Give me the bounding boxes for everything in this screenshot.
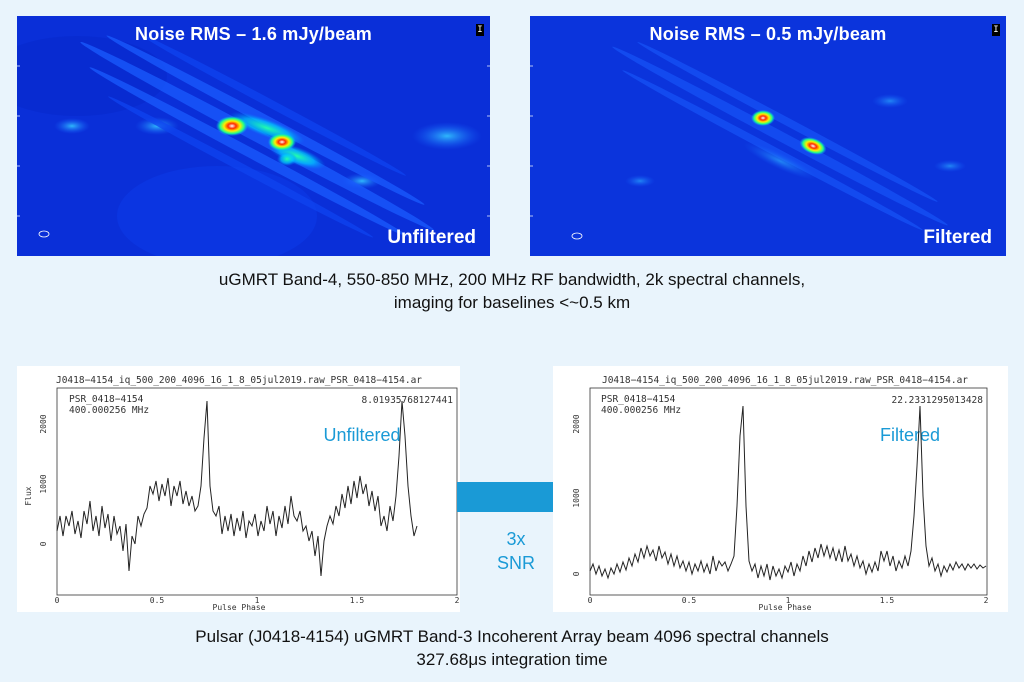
x-tick: 0 [55,596,60,605]
filtered-radio-image: Noise RMS – 0.5 mJy/beam I Filtered [530,16,1006,256]
image-title: Noise RMS – 0.5 mJy/beam [649,24,887,44]
imaging-caption: uGMRT Band-4, 550-850 MHz, 200 MHz RF ba… [0,268,1024,314]
filtered-pulse-profile: J0418−4154_iq_500_200_4096_16_1_8_05jul2… [553,366,1008,612]
x-ticks: 0 0.5 1 1.5 2 [588,596,989,605]
observing-frequency: 400.000256 MHz [601,405,681,416]
unfiltered-pulse-profile: J0418−4154_iq_500_200_4096_16_1_8_05jul2… [17,366,460,612]
plot-header: J0418−4154_iq_500_200_4096_16_1_8_05jul2… [56,375,422,386]
y-tick: 0 [572,571,581,576]
y-tick: 2000 [572,414,581,433]
pulse-profile-plot: J0418−4154_iq_500_200_4096_16_1_8_05jul2… [24,375,460,612]
image-tag: Filtered [923,227,992,248]
corner-marker: I [992,24,1000,36]
y-ticks: 2000 1000 0 [39,414,48,546]
plot-label: Filtered [880,425,940,445]
x-tick: 1 [786,596,791,605]
snr-gain-text: SNR [496,553,535,573]
x-tick: 1.5 [880,596,895,605]
caption-line: 327.68μs integration time [416,650,608,669]
x-tick: 2 [984,596,989,605]
x-tick: 0 [588,596,593,605]
observing-frequency: 400.000256 MHz [69,405,149,416]
plot-header: J0418−4154_iq_500_200_4096_16_1_8_05jul2… [602,375,968,386]
x-axis-label: Pulse Phase [759,603,812,612]
y-ticks: 2000 1000 0 [572,414,581,576]
image-title: Noise RMS – 1.6 mJy/beam [135,24,372,44]
pulsar-caption: Pulsar (J0418-4154) uGMRT Band-3 Incoher… [0,625,1024,671]
corner-marker: I [476,24,484,36]
snr-gain-label: 3x SNR [478,527,554,575]
radio-image-canvas [530,16,1006,256]
x-axis-label: Pulse Phase [213,603,266,612]
plot-label: Unfiltered [323,425,400,445]
x-tick: 1.5 [350,596,365,605]
y-tick: 1000 [572,488,581,507]
profile-trace [589,405,987,581]
y-tick: 0 [39,541,48,546]
snr-value: 22.2331295013428 [891,395,983,406]
pulse-profile-plot: J0418−4154_iq_500_200_4096_16_1_8_05jul2… [572,375,989,612]
y-tick: 2000 [39,414,48,433]
y-tick: 1000 [39,474,48,493]
x-tick: 2 [455,596,460,605]
x-tick: 0.5 [150,596,165,605]
x-ticks: 0 0.5 1 1.5 2 [55,596,460,605]
image-tag: Unfiltered [387,227,476,248]
x-tick: 1 [255,596,260,605]
caption-line: Pulsar (J0418-4154) uGMRT Band-3 Incoher… [195,627,829,646]
caption-line: uGMRT Band-4, 550-850 MHz, 200 MHz RF ba… [218,270,806,289]
radio-image-canvas [17,16,490,256]
psr-name: PSR_0418−4154 [601,394,676,405]
unfiltered-radio-image: Noise RMS – 1.6 mJy/beam I Unfiltered [17,16,490,256]
snr-gain-factor: 3x [506,529,526,549]
x-tick: 0.5 [682,596,697,605]
y-axis-label: Flux [24,486,33,505]
caption-line: imaging for baselines <~0.5 km [393,293,631,312]
profile-trace [56,400,418,577]
psr-name: PSR_0418−4154 [69,394,144,405]
plot-frame [56,387,458,596]
snr-value: 8.01935768127441 [361,395,453,406]
plot-frame [589,387,988,596]
